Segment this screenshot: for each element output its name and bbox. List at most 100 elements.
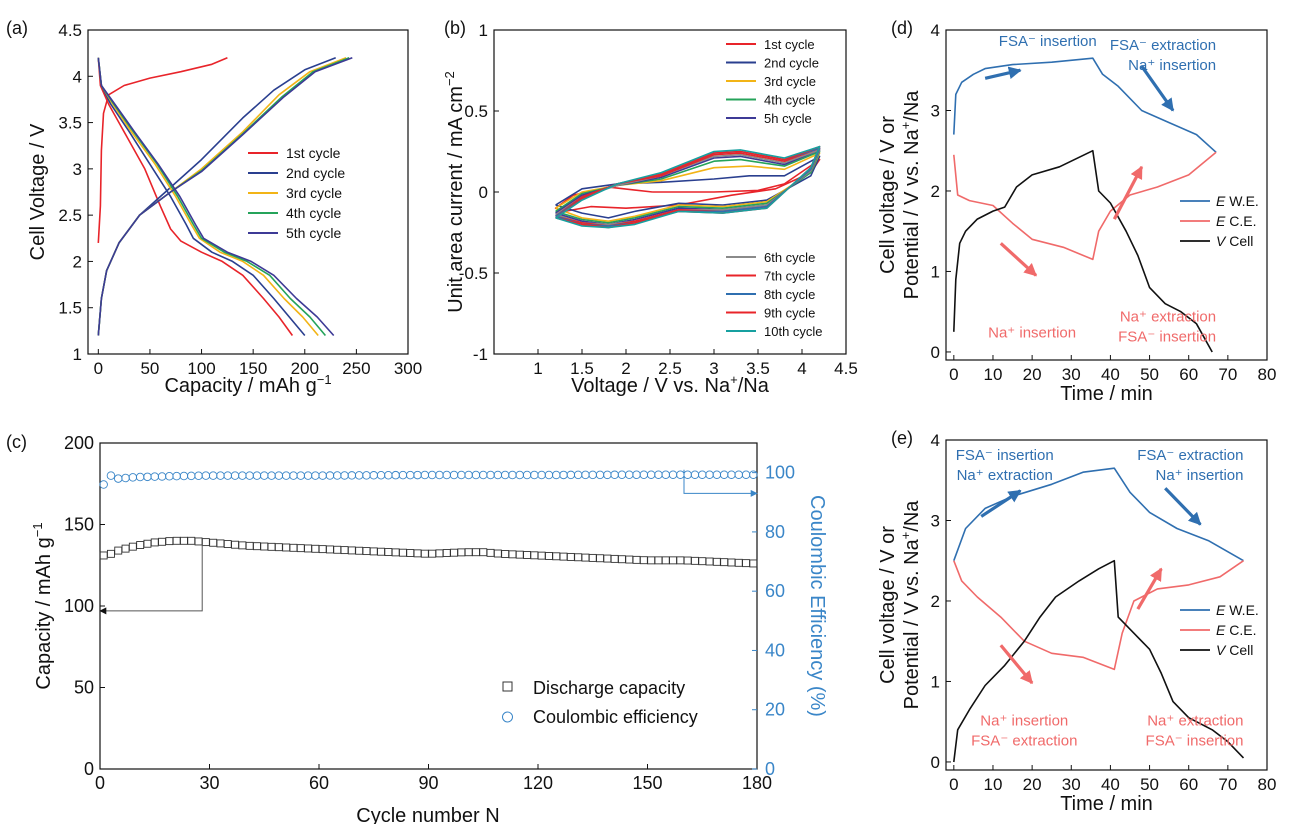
y-axis-label-sup: + <box>898 532 913 540</box>
y-axis-label-sup: −1 <box>30 522 45 537</box>
coulombic-efficiency-point <box>260 471 269 480</box>
coulombic-efficiency-point <box>238 471 247 480</box>
x-tick-label: 2.5 <box>658 359 682 378</box>
discharge-capacity-point <box>618 555 626 564</box>
coulombic-efficiency-point <box>172 471 181 481</box>
x-tick-label: 1.5 <box>570 359 594 378</box>
discharge-capacity-point <box>274 543 283 552</box>
coulombic-efficiency-point <box>610 470 619 480</box>
discharge-capacity-point <box>442 549 451 557</box>
series-line-3rd-cycle <box>97 57 319 337</box>
coulombic-efficiency-point <box>311 471 320 480</box>
x-tick-label: 40 <box>1101 775 1120 794</box>
coulombic-efficiency-point <box>449 470 459 480</box>
x-tick-label: 100 <box>187 359 215 378</box>
coulombic-efficiency-point <box>252 471 262 480</box>
x-tick-label: 90 <box>418 773 438 793</box>
process-annotation: FSA⁻ insertion <box>1118 328 1216 345</box>
y-tick-label: 0.5 <box>464 102 488 121</box>
process-annotation: Na⁺ insertion <box>988 324 1076 341</box>
discharge-capacity-point <box>632 555 641 564</box>
legend-label-italic: E <box>1216 602 1226 618</box>
legend-label: Coulombic efficiency <box>533 707 698 727</box>
y-axis-label-text: Potential / V vs. Na <box>901 538 923 709</box>
discharge-capacity-point <box>347 546 356 555</box>
y-axis-label-line2: Potential / V vs. Na+/Na <box>898 90 923 300</box>
discharge-capacity-point <box>588 553 597 562</box>
x-tick-label: 30 <box>1062 365 1081 384</box>
coulombic-efficiency-point <box>143 472 152 482</box>
panel-label: (c) <box>6 432 27 452</box>
coulombic-efficiency-point <box>347 471 357 480</box>
coulombic-efficiency-point <box>157 472 167 481</box>
x-tick-label: 150 <box>632 773 662 793</box>
coulombic-efficiency-point <box>719 470 729 479</box>
process-arrow <box>1164 487 1202 526</box>
series-line-1st-cycle <box>554 158 821 213</box>
coulombic-efficiency-point <box>318 471 327 480</box>
discharge-capacity-point <box>545 552 553 560</box>
y-tick-label: 1 <box>479 21 488 40</box>
y-tick-label: 4.5 <box>58 21 82 40</box>
discharge-capacity-point <box>179 536 188 545</box>
coulombic-efficiency-point <box>128 473 138 482</box>
panel-e-time-voltage-chart: (e) 0 10 20 30 40 50 60 70 80 0 1 2 3 4 Time / min Cell … <box>877 428 1276 815</box>
discharge-capacity-point <box>647 556 656 565</box>
discharge-capacity-point <box>661 556 670 565</box>
legend-label-text: C.E. <box>1225 622 1256 638</box>
coulombic-efficiency-point <box>581 470 590 480</box>
discharge-capacity-point <box>596 554 604 563</box>
legend-label: E W.E. <box>1216 193 1259 209</box>
discharge-capacity-point <box>318 545 327 554</box>
y-tick-label: 0 <box>84 759 94 779</box>
y-tick-label: 3 <box>73 160 82 179</box>
x-tick-label: 3 <box>709 359 718 378</box>
panel-e-frame <box>945 439 1268 771</box>
discharge-capacity-point <box>428 549 437 558</box>
legend-label: 7th cycle <box>764 269 815 284</box>
coulombic-efficiency-point <box>698 470 707 479</box>
x-tick-label: 150 <box>239 359 267 378</box>
legend-label: E C.E. <box>1216 622 1256 638</box>
coulombic-efficiency-point <box>617 470 627 480</box>
coulombic-efficiency-point <box>646 470 656 479</box>
coulombic-efficiency-point <box>668 470 678 479</box>
coulombic-efficiency-point <box>661 470 671 479</box>
coulombic-efficiency-point <box>544 470 554 480</box>
process-annotation: FSA⁻ extraction <box>1110 37 1216 54</box>
y-axis-label-text: Potential / V vs. Na <box>901 128 923 299</box>
coulombic-efficiency-point <box>734 470 744 479</box>
series-line-e-w-e- <box>953 467 1244 562</box>
discharge-capacity-point <box>296 544 305 553</box>
x-tick-label: 250 <box>342 359 370 378</box>
panel-d-time-voltage-chart: (d) 0 10 20 30 40 50 60 70 80 0 1 2 3 4 Time / min Cell … <box>877 18 1276 405</box>
x-axis-label: Voltage / V vs. Na+/Na <box>571 372 770 397</box>
coulombic-efficiency-point <box>683 470 692 479</box>
discharge-capacity-point <box>727 558 736 567</box>
coulombic-efficiency-point <box>654 470 663 479</box>
discharge-capacity-point <box>384 548 393 556</box>
x-tick-label: 180 <box>742 773 772 793</box>
coulombic-efficiency-point <box>712 470 722 479</box>
discharge-capacity-point <box>734 558 743 567</box>
discharge-capacity-point <box>676 556 685 565</box>
x-tick-label: 3.5 <box>746 359 770 378</box>
x-tick-label: 4 <box>797 359 806 378</box>
discharge-capacity-point <box>450 548 458 557</box>
discharge-capacity-point <box>231 540 240 549</box>
series-line-1st-cycle <box>97 57 294 336</box>
x-tick-label: 60 <box>309 773 329 793</box>
coulombic-efficiency-point <box>165 472 174 481</box>
legend-label: 4th cycle <box>764 93 815 108</box>
panel-d-frame <box>945 29 1268 361</box>
panel-c-cycling-performance-chart: (c)0 30 60 90 120 150 180050100150200020406080… <box>6 432 828 824</box>
x-axis-label: Capacity / mAh g−1 <box>164 372 331 397</box>
discharge-capacity-point <box>603 554 612 563</box>
x-tick-label: 50 <box>1140 365 1159 384</box>
y-axis-label: Unit area current / mA cm−2 <box>442 71 467 313</box>
coulombic-efficiency-point <box>566 470 576 480</box>
coulombic-efficiency-point <box>289 471 298 480</box>
x-tick-label: 30 <box>1062 775 1081 794</box>
discharge-capacity-point <box>326 545 334 554</box>
